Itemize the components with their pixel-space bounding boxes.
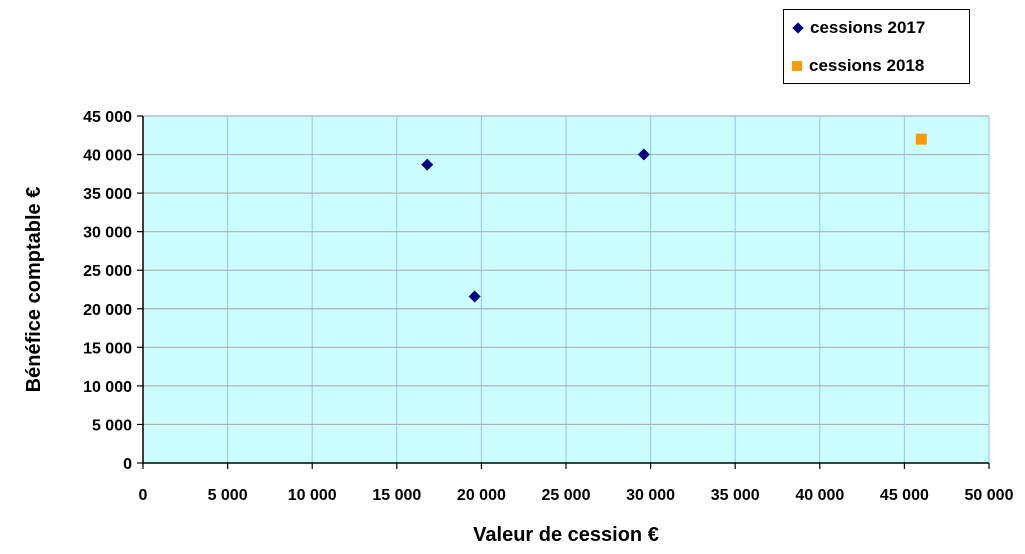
y-axis-title: Bénéfice comptable € [23, 187, 45, 393]
y-tick-label: 5 000 [92, 417, 132, 434]
y-tick-label: 35 000 [83, 186, 132, 203]
y-tick-label: 40 000 [83, 148, 132, 165]
x-tick-label: 5 000 [208, 487, 248, 504]
x-tick-label: 25 000 [542, 487, 591, 504]
diamond-marker-icon [792, 22, 804, 34]
x-tick-label: 40 000 [795, 487, 844, 504]
x-tick-label: 45 000 [880, 487, 929, 504]
x-tick-label: 10 000 [288, 487, 337, 504]
legend-item-series-1: cessions 2017 [792, 16, 925, 40]
y-tick-label: 10 000 [83, 379, 132, 396]
legend-item-series-2: cessions 2018 [792, 54, 924, 78]
data-point-series-1 [637, 148, 650, 161]
x-tick-label: 50 000 [965, 487, 1014, 504]
square-marker-icon [792, 61, 802, 71]
y-tick-label: 45 000 [83, 109, 132, 126]
chart-legend: cessions 2017 cessions 2018 [783, 9, 970, 84]
y-tick-label: 15 000 [83, 340, 132, 357]
legend-label: cessions 2017 [810, 18, 926, 37]
x-tick-label: 15 000 [372, 487, 421, 504]
y-tick-label: 25 000 [83, 263, 132, 280]
y-tick-label: 20 000 [83, 302, 132, 319]
x-axis-title: Valeur de cession € [473, 524, 659, 546]
x-tick-label: 0 [139, 487, 148, 504]
data-point-series-1 [468, 290, 481, 303]
y-tick-label: 0 [123, 456, 132, 473]
x-tick-label: 35 000 [711, 487, 760, 504]
data-point-series-2 [915, 133, 927, 145]
y-tick-label: 30 000 [83, 225, 132, 242]
x-tick-label: 20 000 [457, 487, 506, 504]
data-point-series-1 [421, 158, 434, 171]
x-tick-label: 30 000 [626, 487, 675, 504]
legend-label: cessions 2018 [809, 56, 925, 75]
